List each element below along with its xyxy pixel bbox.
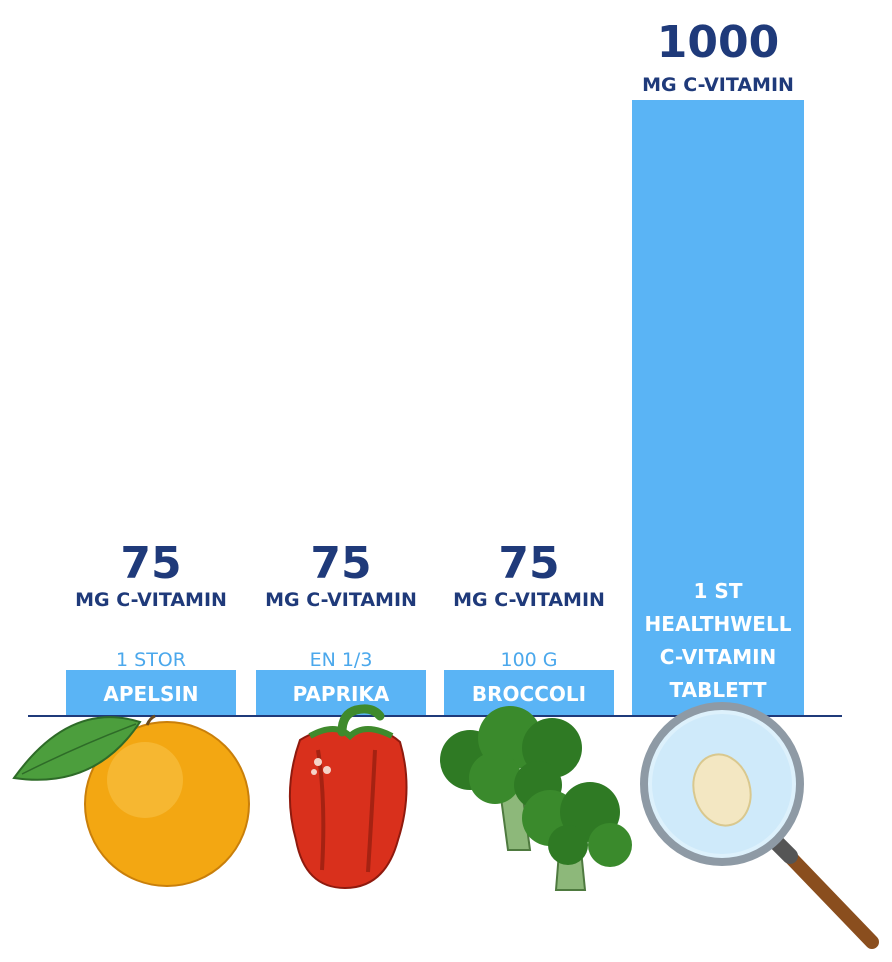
- bar-label-2: PAPRIKA: [293, 682, 390, 706]
- unit-label-4: MG C-VITAMIN: [642, 74, 794, 96]
- magnifier-tablet-icon: [640, 702, 879, 949]
- unit-label-2: MG C-VITAMIN: [265, 589, 417, 611]
- bar-3: [444, 670, 614, 716]
- value-label-4: 1000: [657, 17, 779, 68]
- bell-pepper-icon: [288, 704, 408, 890]
- bar-label-4-line-3: C-VITAMIN: [660, 645, 777, 669]
- bar-1: [66, 670, 236, 716]
- bar-4: [632, 100, 804, 716]
- value-label-3: 75: [498, 538, 559, 589]
- value-label-1: 75: [120, 538, 181, 589]
- bar-label-1: APELSIN: [103, 682, 198, 706]
- bar-label-4-line-2: HEALTHWELL: [645, 612, 792, 636]
- bar-label-4-line-1: 1 ST: [694, 579, 743, 603]
- bars-layer: [66, 100, 804, 716]
- broccoli-icon: [440, 706, 632, 891]
- bar-label-4-line-4: TABLETT: [670, 678, 767, 702]
- orange-icon: [12, 714, 250, 887]
- bar-2: [256, 670, 426, 716]
- unit-label-1: MG C-VITAMIN: [75, 589, 227, 611]
- unit-label-3: MG C-VITAMIN: [453, 589, 605, 611]
- value-label-2: 75: [310, 538, 371, 589]
- quantity-label-1: 1 STOR: [116, 649, 186, 671]
- bar-label-3: BROCCOLI: [472, 682, 586, 706]
- quantity-label-3: 100 G: [500, 649, 557, 671]
- quantity-label-2: EN 1/3: [310, 649, 373, 671]
